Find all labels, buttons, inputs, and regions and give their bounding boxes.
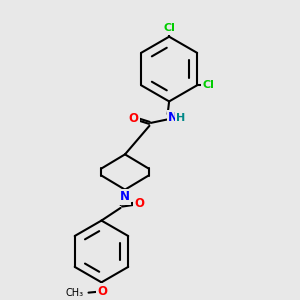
Text: Cl: Cl: [163, 23, 175, 34]
Text: H: H: [176, 112, 185, 123]
Text: Cl: Cl: [202, 80, 214, 90]
Text: N: N: [120, 190, 130, 203]
Text: CH₃: CH₃: [65, 288, 83, 298]
Text: O: O: [97, 285, 107, 298]
Text: O: O: [134, 197, 144, 210]
Text: O: O: [129, 112, 139, 125]
Text: N: N: [168, 111, 178, 124]
